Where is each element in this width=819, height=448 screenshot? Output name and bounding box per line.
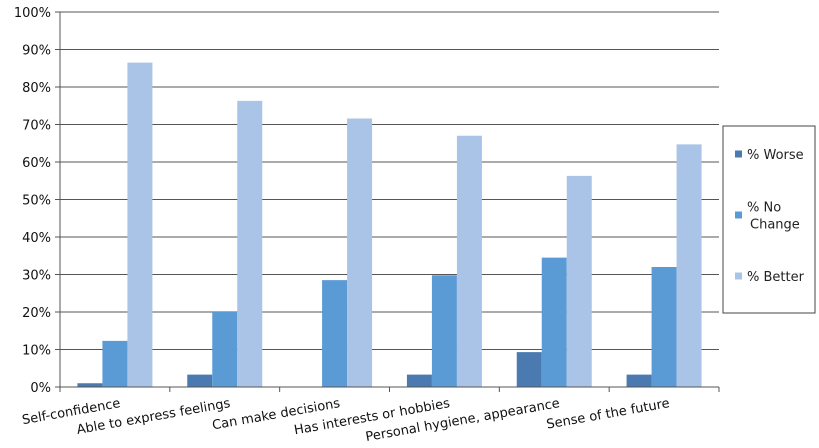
y-tick-label: 0% bbox=[30, 381, 51, 396]
bar-better bbox=[456, 135, 482, 387]
bar-worse bbox=[516, 352, 542, 387]
bar-no-change bbox=[212, 311, 238, 387]
bar-better bbox=[237, 100, 263, 387]
gridlines bbox=[60, 11, 719, 350]
legend: % Worse % No Change % Better bbox=[722, 125, 816, 314]
y-tick-label: 100% bbox=[14, 6, 51, 21]
y-tick-labels: 0% 10% 20% 30% 40% 50% 60% 70% 80% 90% 100% bbox=[14, 6, 51, 396]
bar-no-change bbox=[431, 275, 457, 387]
y-tick-label: 80% bbox=[22, 81, 51, 96]
y-tick-label: 70% bbox=[22, 119, 51, 134]
bar-worse bbox=[406, 374, 432, 387]
legend-swatch bbox=[735, 150, 742, 158]
bar-worse bbox=[77, 383, 103, 387]
y-tick-label: 20% bbox=[22, 306, 51, 321]
y-tick-label: 10% bbox=[22, 344, 51, 359]
y-tick-label: 90% bbox=[22, 44, 51, 59]
legend-label: % No bbox=[747, 201, 781, 216]
bar-worse bbox=[187, 374, 213, 387]
bar-better bbox=[127, 62, 153, 387]
y-tick-label: 50% bbox=[22, 194, 51, 209]
y-tick-label: 30% bbox=[22, 269, 51, 284]
legend-label: % Better bbox=[747, 270, 805, 285]
bars bbox=[77, 62, 702, 387]
bar-no-change bbox=[322, 280, 348, 387]
y-tick-label: 40% bbox=[22, 231, 51, 246]
y-tick-label: 60% bbox=[22, 156, 51, 171]
bar-worse bbox=[626, 374, 652, 387]
legend-label: % Worse bbox=[747, 148, 804, 163]
bar-better bbox=[676, 144, 702, 387]
legend-swatch bbox=[735, 272, 742, 280]
bar-better bbox=[347, 118, 373, 387]
bar-no-change bbox=[102, 340, 128, 387]
bar-no-change bbox=[651, 267, 677, 387]
legend-swatch bbox=[735, 211, 742, 219]
axes bbox=[55, 11, 720, 392]
legend-label: Change bbox=[750, 218, 800, 233]
bar-no-change bbox=[541, 257, 567, 387]
bar-better bbox=[566, 175, 592, 387]
x-tick-label: Sense of the future bbox=[545, 396, 670, 432]
